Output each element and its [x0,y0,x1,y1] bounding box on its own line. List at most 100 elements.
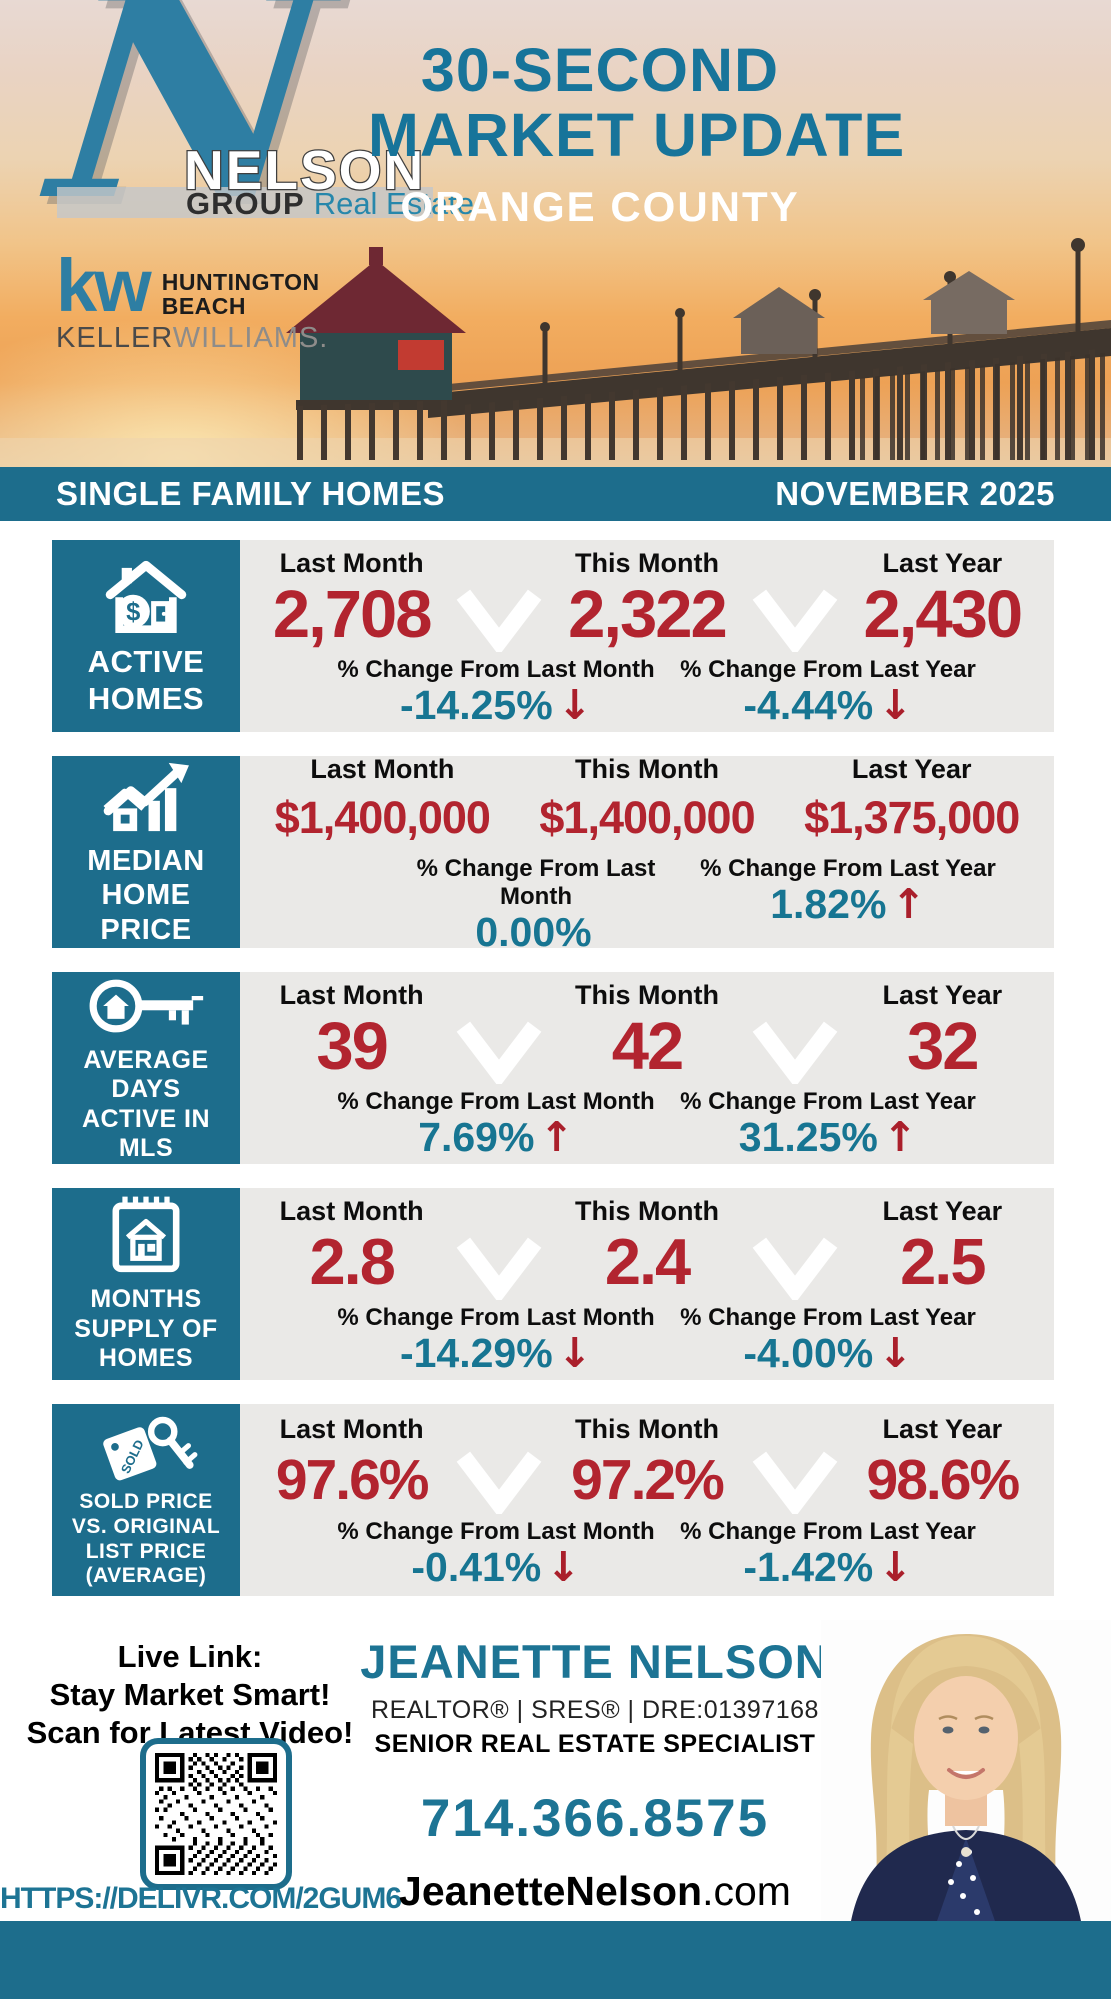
col-header-last-year: Last Year [851,754,972,785]
metric-label-line: ACTIVE [87,643,205,679]
change-from-last-month-label: % Change From Last Month [337,1518,655,1546]
kw-mark: kw [56,244,152,327]
banner-month: NOVEMBER 2025 [775,475,1055,512]
metric-card-active-homes: $ ACTIVE HOMES Last Month 2,708 [52,540,1054,732]
value-last-year: 2.5 [900,1225,986,1299]
col-header-last-year: Last Year [882,1414,1003,1445]
change-from-last-month-label: % Change From Last Month [337,1088,655,1116]
live-link-line: Stay Market Smart! [49,1676,331,1712]
agent-website-link[interactable]: JeanetteNelson.com [330,1868,860,1915]
agent-phone[interactable]: 714.366.8575 [420,1789,770,1848]
house-key-icon [86,973,206,1039]
change-from-last-year-label: % Change From Last Year [680,1088,976,1116]
col-header-last-month: Last Month [279,1196,424,1227]
metric-body: Last Month $1,400,000 This Month $1,400,… [240,754,1054,953]
value-last-year: $1,375,000 [804,792,1020,844]
metric-label-line: AVERAGE [83,1045,209,1074]
change-from-last-year-value: -4.00% [743,1330,874,1377]
change-from-last-year-value: -1.42% [743,1544,874,1591]
title-line-2: MARKET UPDATE [368,100,906,169]
agent-credentials: REALTOR® | SRES® | DRE:01397168 [371,1696,819,1724]
banner-property-type: SINGLE FAMILY HOMES [56,475,446,512]
metric-label-block: $ ACTIVE HOMES [52,540,240,732]
metric-body: Last Month 2,708 This Month 2,322 Last [240,540,1054,732]
change-from-last-month-value: 7.69% [418,1114,535,1161]
keller-label: KELLER [56,321,173,354]
change-arrow: ↑ [891,879,926,928]
metric-label-line: DAYS [111,1075,181,1103]
metric-card-average-days-active: AVERAGE DAYS ACTIVE IN MLS Last Month 39 [52,972,1054,1164]
chevron-down-icon [749,1450,841,1515]
col-header-this-month: This Month [575,1196,719,1227]
poster-title: 30-SECOND MARKET UPDATE ORANGE COUNTY [368,36,906,231]
value-last-month: $1,400,000 [274,792,491,844]
value-last-year: 2,430 [863,577,1023,653]
change-from-last-month-label: % Change From Last Month [416,854,656,910]
metric-label-block: MONTHS SUPPLY OF HOMES [52,1188,240,1380]
real-estate-label: Real Estate [313,186,474,221]
chevron-down-icon [453,1020,545,1085]
metric-label-line: HOMES [98,1344,194,1373]
metric-body: Last Month 2.8 This Month 2.4 Last Yea [240,1188,1054,1380]
change-arrow: ↓ [878,681,913,730]
url-link[interactable]: HTTPS://DELIVR.COM/2GUM6 [0,1882,402,1915]
change-from-last-year-label: % Change From Last Year [680,656,976,684]
col-header-last-year: Last Year [882,1196,1003,1227]
group-label: GROUP [186,186,305,221]
chevron-down-icon [749,1236,841,1301]
change-from-last-month-label: % Change From Last Month [337,656,655,684]
sold-tag-keys-icon: SOLD [94,1411,198,1483]
house-growth-icon [98,757,194,837]
website-bold-part: JeanetteNelson [399,1868,703,1914]
change-from-last-month-value: 0.00% [475,908,592,955]
change-arrow: ↓ [546,1543,581,1592]
qr-code[interactable] [140,1738,292,1890]
change-from-last-month-value: -0.41% [411,1544,542,1591]
value-this-month: 42 [611,1009,685,1085]
value-this-month: 2,322 [568,577,728,653]
chevron-down-icon [749,588,841,653]
metric-label-line: HOME [101,879,191,912]
metric-label-line: MONTHS [90,1285,202,1314]
chevron-down-icon [749,1020,841,1085]
change-from-last-year-label: % Change From Last Year [680,1518,976,1546]
col-header-last-year: Last Year [882,980,1003,1011]
keller-williams-logo: kw HUNTINGTON BEACH KELLERWILLIAMS. [56,244,329,355]
footer: Live Link: Stay Market Smart! Scan for L… [0,1620,1111,1921]
title-line-1: 30-SECOND [420,36,780,104]
col-header-last-month: Last Month [279,1414,424,1445]
agent-name: JEANETTE NELSON [360,1635,830,1688]
metric-body: Last Month 39 This Month 42 Last Year [240,972,1054,1164]
metric-label-line: SUPPLY OF [74,1314,218,1343]
value-last-month: 2.8 [309,1225,395,1299]
live-link-line: Live Link: [117,1639,263,1674]
col-header-last-month: Last Month [279,980,424,1011]
williams-label: WILLIAMS. [172,321,329,354]
col-header-this-month: This Month [575,1414,719,1445]
col-header-this-month: This Month [575,980,719,1011]
metric-label-block: SOLD SOLD PRICE VS. ORIGINAL LIST PRICE … [52,1404,240,1596]
chevron-down-icon [453,1450,545,1515]
nelson-wordmark: NELSON [183,138,426,203]
metric-label-block: MEDIAN HOME PRICE [52,756,240,948]
metric-label-line: LIST PRICE [85,1539,207,1563]
metric-label-line: PRICE [100,913,192,946]
chevron-down-icon [453,588,545,653]
metric-label-line: (AVERAGE) [85,1564,207,1588]
value-last-month: 97.6% [275,1448,430,1513]
header-photo-banner: N NELSON GROUP Real Estate kw HUNTINGTON … [0,0,1111,467]
metric-card-sold-vs-list: SOLD SOLD PRICE VS. ORIGINAL LIST PRICE … [52,1404,1054,1596]
kw-office-line1: HUNTINGTON [161,269,320,295]
agent-info: JEANETTE NELSON REALTOR® | SRES® | DRE:0… [330,1620,860,1921]
value-this-month: 97.2% [571,1448,725,1513]
metric-card-median-home-price: MEDIAN HOME PRICE Last Month $1,400,000 … [52,754,1054,953]
metric-label-line: MEDIAN [87,845,205,878]
change-arrow: ↑ [882,1113,918,1162]
value-last-month: 39 [316,1009,389,1085]
col-header-this-month: This Month [575,754,719,785]
col-header-last-month: Last Month [310,754,455,785]
house-dollar-icon: $ [100,555,192,637]
change-arrow: ↓ [557,681,593,730]
change-from-last-year-value: -4.44% [743,682,874,729]
value-last-month: 2,708 [272,577,433,653]
